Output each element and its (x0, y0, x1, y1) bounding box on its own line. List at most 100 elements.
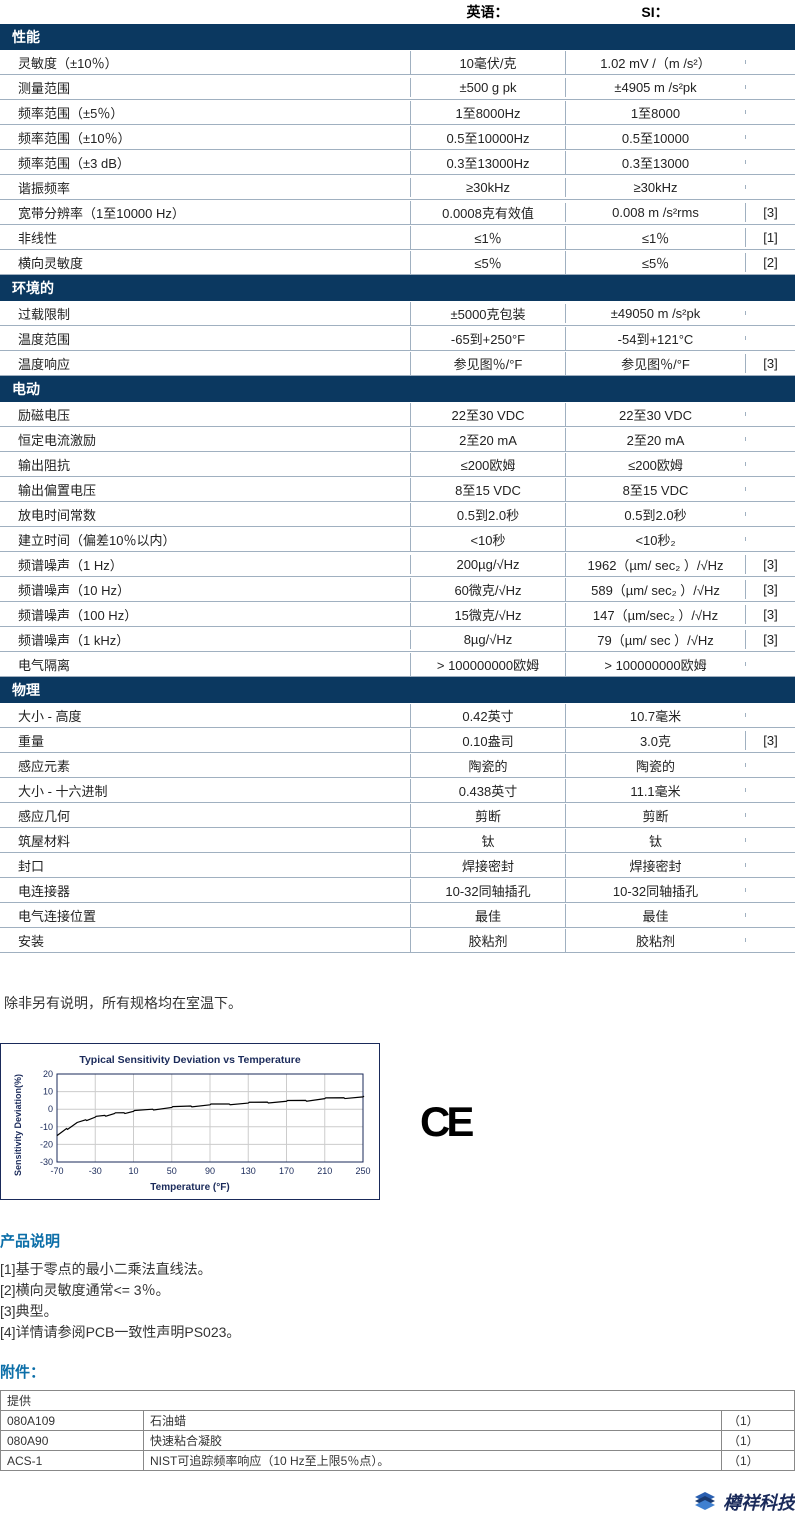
note-ref (745, 763, 795, 767)
acc-code: ACS-1 (1, 1451, 144, 1471)
val-english: 焊接密封 (410, 854, 565, 877)
val-si: 0.008 m /s²rms (565, 203, 745, 222)
spec-row: 频谱噪声（100 Hz）15微克/√Hz147（µm/sec₂ ）/√Hz[3] (0, 602, 795, 627)
spec-row: 灵敏度（±10％）10毫伏/克1.02 mV /（m /s²） (0, 50, 795, 75)
note-ref: [3] (745, 605, 795, 624)
val-si: ±4905 m /s²pk (565, 78, 745, 97)
param-name: 输出阻抗 (0, 453, 410, 476)
note-ref (745, 311, 795, 315)
param-name: 励磁电压 (0, 403, 410, 426)
note-ref (745, 863, 795, 867)
accessories-table: 提供 080A109石油蜡（1）080A90快速粘合凝胶（1）ACS-1NIST… (0, 1390, 795, 1471)
svg-text:10: 10 (43, 1087, 53, 1097)
svg-text:20: 20 (43, 1070, 53, 1079)
val-english: ≥30kHz (410, 178, 565, 197)
val-si: 剪断 (565, 804, 745, 827)
note-item: [1]基于零点的最小二乘法直线法。 (0, 1259, 795, 1280)
val-english: 最佳 (410, 904, 565, 927)
val-si: 8至15 VDC (565, 478, 745, 501)
note-ref: [3] (745, 354, 795, 373)
val-si: 79（µm/ sec ）/√Hz (565, 628, 745, 651)
param-name: 电气连接位置 (0, 904, 410, 927)
val-si: 1.02 mV /（m /s²） (565, 51, 745, 74)
param-name: 感应几何 (0, 804, 410, 827)
param-name: 过载限制 (0, 302, 410, 325)
svg-text:0: 0 (48, 1104, 53, 1114)
spec-row: 温度响应参见图％/°F参见图％/°F[3] (0, 351, 795, 376)
spec-row: 安装胶粘剂胶粘剂 (0, 928, 795, 953)
val-english: 60微克/√Hz (410, 578, 565, 601)
accessory-row: 080A90快速粘合凝胶（1） (1, 1431, 795, 1451)
accessories-title: 附件： (0, 1361, 795, 1382)
svg-text:Sensitivity Deviation(%): Sensitivity Deviation(%) (13, 1074, 23, 1176)
val-si: > 100000000欧姆 (565, 653, 745, 676)
accessory-row: 080A109石油蜡（1） (1, 1411, 795, 1431)
val-si: ≤5％ (565, 251, 745, 274)
brand-name: 樽祥科技 (723, 1489, 795, 1515)
val-english: 0.5到2.0秒 (410, 503, 565, 526)
product-notes-list: [1]基于零点的最小二乘法直线法。[2]横向灵敏度通常<= 3％。[3]典型。[… (0, 1259, 795, 1343)
note-ref (745, 838, 795, 842)
note-ref (745, 788, 795, 792)
col-header-en: 英语： (410, 2, 565, 22)
param-name: 频谱噪声（100 Hz） (0, 603, 410, 626)
note-ref: [3] (745, 630, 795, 649)
svg-text:50: 50 (167, 1166, 177, 1176)
val-english: ≤1％ (410, 226, 565, 249)
val-english: 1至8000Hz (410, 101, 565, 124)
val-english: 8至15 VDC (410, 478, 565, 501)
spec-row: 电连接器10-32同轴插孔10-32同轴插孔 (0, 878, 795, 903)
val-english: ±5000克包装 (410, 302, 565, 325)
spec-row: 感应元素陶瓷的陶瓷的 (0, 753, 795, 778)
brand-logo-row: 樽祥科技 (0, 1489, 795, 1515)
val-english: 0.10盎司 (410, 729, 565, 752)
spec-row: 频谱噪声（1 kHz）8µg/√Hz79（µm/ sec ）/√Hz[3] (0, 627, 795, 652)
note-ref: [1] (745, 228, 795, 247)
spec-row: 封口焊接密封焊接密封 (0, 853, 795, 878)
val-si: ±49050 m /s²pk (565, 304, 745, 323)
val-si: 1962（µm/ sec₂ ）/√Hz (565, 553, 745, 576)
spec-row: 宽带分辨率（1至10000 Hz）0.0008克有效值0.008 m /s²rm… (0, 200, 795, 225)
val-english: <10秒 (410, 528, 565, 551)
column-header-row: 英语： SI： (0, 0, 795, 24)
chart-svg: 20100-10-20-30-70-30105090130170210250Se… (11, 1070, 371, 1180)
val-english: 0.0008克有效值 (410, 201, 565, 224)
spec-row: 感应几何剪断剪断 (0, 803, 795, 828)
spec-row: 建立时间（偏差10％以内）<10秒<10秒₂ (0, 527, 795, 552)
spec-row: 电气连接位置最佳最佳 (0, 903, 795, 928)
val-si: 2至20 mA (565, 428, 745, 451)
val-si: ≥30kHz (565, 178, 745, 197)
val-si: 10-32同轴插孔 (565, 879, 745, 902)
param-name: 频率范围（±10％） (0, 126, 410, 149)
param-name: 测量范围 (0, 76, 410, 99)
val-english: 0.5至10000Hz (410, 126, 565, 149)
section-header: 性能 (0, 24, 795, 50)
spec-row: 放电时间常数0.5到2.0秒0.5到2.0秒 (0, 502, 795, 527)
acc-desc: 石油蜡 (144, 1411, 722, 1431)
val-english: 10-32同轴插孔 (410, 879, 565, 902)
spec-row: 筑屋材料钛钛 (0, 828, 795, 853)
param-name: 恒定电流激励 (0, 428, 410, 451)
note-ref: [3] (745, 555, 795, 574)
spec-row: 输出阻抗≤200欧姆≤200欧姆 (0, 452, 795, 477)
val-si: -54到+121°C (565, 327, 745, 350)
param-name: 频率范围（±5％） (0, 101, 410, 124)
val-si: 最佳 (565, 904, 745, 927)
chart-title: Typical Sensitivity Deviation vs Tempera… (11, 1054, 369, 1066)
val-english: ±500 g pk (410, 78, 565, 97)
val-si: 0.3至13000 (565, 151, 745, 174)
note-ref (745, 512, 795, 516)
spec-row: 横向灵敏度≤5％≤5％[2] (0, 250, 795, 275)
spec-row: 输出偏置电压8至15 VDC8至15 VDC (0, 477, 795, 502)
param-name: 非线性 (0, 226, 410, 249)
acc-qty: （1） (722, 1431, 795, 1451)
param-name: 频谱噪声（1 Hz） (0, 553, 410, 576)
note-ref (745, 888, 795, 892)
param-name: 温度范围 (0, 327, 410, 350)
note-ref (745, 412, 795, 416)
note-ref (745, 462, 795, 466)
svg-text:210: 210 (317, 1166, 332, 1176)
note-ref (745, 160, 795, 164)
param-name: 感应元素 (0, 754, 410, 777)
note-ref: [2] (745, 253, 795, 272)
